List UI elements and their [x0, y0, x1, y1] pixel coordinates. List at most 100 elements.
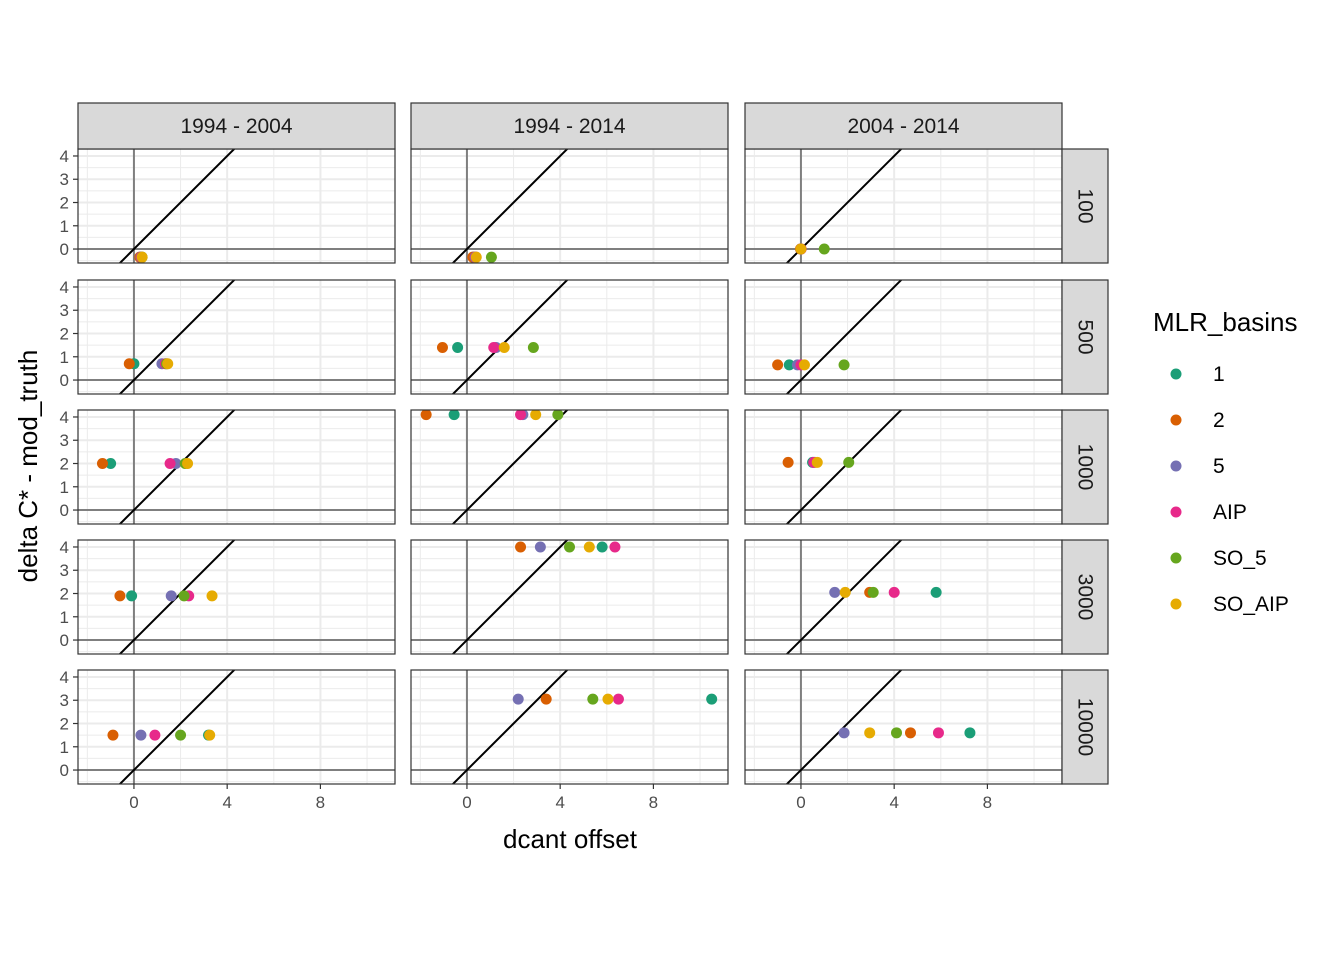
points	[829, 586, 942, 598]
facet-panel	[744, 409, 1063, 525]
row-strip-label: 100	[1074, 188, 1097, 223]
data-point	[182, 458, 194, 470]
facet-panel	[744, 279, 1063, 395]
points	[794, 243, 830, 255]
panel-border	[77, 409, 396, 525]
reference-lines	[411, 149, 728, 263]
x-axis-title: dcant offset	[503, 824, 638, 854]
data-point	[96, 458, 108, 470]
data-point	[783, 359, 795, 371]
row-strip-label: 10000	[1074, 698, 1097, 756]
data-point	[515, 541, 527, 553]
legend-title: MLR_basins	[1153, 307, 1298, 337]
row-strip	[1061, 409, 1109, 525]
data-point	[162, 358, 174, 370]
data-point	[706, 693, 718, 705]
data-point	[930, 586, 942, 598]
points	[420, 410, 564, 421]
data-point	[891, 727, 903, 739]
legend-label: AIP	[1213, 501, 1247, 524]
panel-background	[411, 410, 728, 524]
axes: 0 1 2 3 4 0 1 2 3 4 0 1 2 3 4 0 1 2 3 4 0 1 2 3 4 0 4 8 0 4 8 0 4 8	[60, 147, 993, 812]
data-point	[564, 541, 575, 553]
legend-label: SO_5	[1213, 547, 1267, 570]
identity-line	[451, 149, 569, 263]
points	[107, 729, 216, 741]
identity-line	[118, 149, 236, 263]
panel-background	[745, 670, 1062, 784]
data-point	[798, 359, 810, 371]
panel-border	[410, 279, 729, 395]
y-tick-label: 3	[60, 691, 69, 710]
gridlines	[78, 410, 395, 524]
data-point	[149, 729, 161, 741]
data-point	[782, 456, 794, 468]
data-point	[602, 693, 614, 705]
panel-background	[745, 149, 1062, 263]
data-point	[530, 410, 542, 421]
y-tick-label: 3	[60, 431, 69, 450]
reference-lines	[78, 670, 395, 784]
data-point	[839, 586, 851, 598]
column-strip-label: 1994 - 2014	[513, 115, 625, 138]
x-tick-label: 4	[555, 793, 564, 812]
data-point	[552, 410, 564, 421]
legend-key	[1170, 552, 1182, 564]
data-point	[114, 590, 126, 602]
data-point	[904, 727, 916, 739]
data-point	[136, 251, 148, 263]
identity-line	[451, 540, 569, 654]
y-tick-label: 2	[60, 585, 69, 604]
identity-line	[451, 670, 569, 784]
facet-panel	[77, 148, 396, 264]
data-point	[888, 586, 900, 598]
y-tick-label: 0	[60, 631, 69, 650]
legend-key	[1170, 506, 1182, 518]
y-tick-label: 0	[60, 761, 69, 780]
data-point	[105, 458, 117, 470]
identity-line	[785, 670, 903, 784]
points	[114, 590, 218, 602]
points	[838, 727, 976, 739]
facet-panel	[410, 148, 729, 264]
reference-lines	[745, 280, 1062, 394]
legend-key	[1170, 414, 1182, 426]
data-point	[448, 410, 460, 421]
panel-border	[77, 669, 396, 785]
panel-background	[78, 280, 395, 394]
y-tick-label: 0	[60, 501, 69, 520]
y-tick-label: 2	[60, 455, 69, 474]
points	[467, 251, 497, 263]
y-tick-label: 0	[60, 240, 69, 259]
data-point	[596, 541, 608, 553]
points	[134, 251, 148, 263]
data-point	[165, 590, 177, 602]
data-point	[126, 590, 138, 602]
data-point	[964, 727, 976, 739]
data-point	[206, 590, 218, 602]
panel-border	[410, 669, 729, 785]
panel-background	[78, 149, 395, 263]
panel-background	[78, 410, 395, 524]
panel-background	[745, 280, 1062, 394]
data-point	[838, 727, 850, 739]
identity-line	[118, 280, 236, 394]
data-point	[772, 359, 784, 371]
points	[123, 358, 174, 370]
data-point	[498, 341, 510, 353]
facet-panel	[410, 279, 729, 395]
facet-panel	[77, 279, 396, 395]
data-point	[135, 729, 147, 741]
panel-background	[411, 670, 728, 784]
data-point	[829, 586, 841, 598]
x-tick-label: 4	[889, 793, 898, 812]
y-tick-label: 1	[60, 348, 69, 367]
data-point	[107, 729, 119, 741]
column-strip-label: 1994 - 2004	[180, 115, 292, 138]
y-tick-label: 3	[60, 301, 69, 320]
legend: MLR_basins 1 2 5 AIP SO_5 SO_AIP	[1153, 307, 1298, 616]
row-strip-label: 1000	[1074, 444, 1097, 491]
panel-background	[411, 540, 728, 654]
data-point	[420, 410, 432, 421]
